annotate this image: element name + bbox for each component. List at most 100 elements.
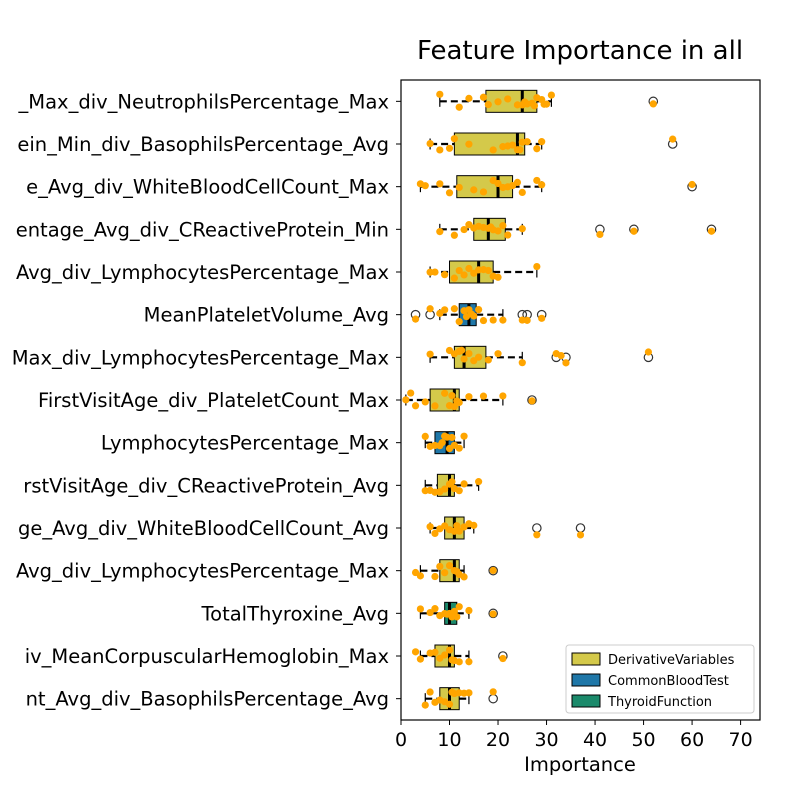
data-point (630, 227, 638, 235)
data-point (523, 138, 531, 146)
data-point (455, 603, 463, 611)
legend-swatch (571, 694, 601, 708)
x-tick-label: 10 (437, 729, 461, 751)
legend-frame (565, 644, 755, 714)
data-point (421, 432, 429, 440)
data-point (504, 231, 512, 239)
data-point (402, 396, 410, 404)
data-point (426, 523, 434, 531)
data-point (441, 569, 449, 577)
data-point (455, 527, 463, 535)
data-point (445, 144, 454, 152)
data-point (528, 397, 536, 405)
data-point (688, 180, 696, 189)
data-point (407, 389, 415, 397)
data-point (596, 230, 604, 239)
data-point (707, 227, 716, 235)
data-point (513, 178, 522, 186)
data-point (448, 392, 456, 400)
data-point (431, 572, 439, 581)
box-2 (416, 175, 697, 199)
data-point (499, 221, 507, 230)
data-point (547, 91, 555, 99)
data-point (576, 531, 585, 539)
data-point (484, 266, 492, 275)
data-point (460, 271, 468, 279)
data-point (421, 398, 429, 406)
data-point (489, 610, 497, 618)
category-label: TotalThyroxine_Avg (201, 602, 389, 625)
data-point (470, 312, 478, 320)
data-point (426, 608, 434, 617)
data-point (518, 225, 526, 233)
data-point (445, 700, 454, 708)
data-point (523, 316, 531, 324)
data-point (533, 262, 541, 271)
category-label: iv_MeanCorpuscularHemoglobin_Max (25, 645, 389, 668)
box-5 (410, 303, 547, 327)
data-point (455, 398, 463, 407)
plot-area (402, 89, 717, 711)
data-point (450, 231, 458, 239)
data-point (475, 305, 483, 314)
box-13 (411, 644, 508, 668)
data-point (441, 306, 449, 314)
data-point (460, 355, 468, 363)
box-3 (436, 217, 717, 241)
data-point (448, 478, 456, 486)
data-point (431, 268, 439, 276)
data-point (479, 93, 488, 101)
box-9 (421, 473, 483, 497)
legend-entry: ThyroidFunction (607, 695, 712, 710)
data-point (508, 141, 517, 149)
data-point (441, 271, 449, 279)
x-tick-label: 30 (534, 729, 558, 751)
data-point (475, 478, 483, 486)
x-tick-label: 0 (395, 729, 407, 751)
data-point (436, 562, 444, 571)
data-point (465, 264, 473, 273)
data-point (465, 94, 473, 102)
data-point (479, 188, 488, 196)
data-point (431, 605, 439, 613)
data-point (494, 350, 502, 358)
data-point (460, 432, 468, 440)
data-point (489, 688, 497, 696)
box-0 (436, 89, 659, 113)
legend-swatch (571, 673, 601, 687)
data-point (436, 146, 444, 154)
category-label: MeanPlateletVolume_Avg (144, 304, 389, 327)
data-point (489, 566, 497, 575)
data-point (436, 180, 444, 188)
data-point (644, 348, 653, 356)
box-6 (426, 345, 654, 369)
category-label: FirstVisitAge_div_PlateletCount_Max (38, 389, 389, 412)
data-point (460, 225, 468, 234)
outlier-marker (488, 565, 498, 576)
data-point (465, 689, 473, 697)
data-point (494, 227, 502, 235)
data-point (455, 444, 463, 452)
data-point (426, 350, 434, 358)
x-tick-label: 60 (680, 729, 704, 751)
data-point (465, 658, 473, 666)
data-point (450, 274, 458, 282)
data-point (426, 305, 434, 313)
box-1 (426, 132, 678, 156)
data-point (416, 655, 425, 663)
data-point (448, 433, 456, 442)
data-point (484, 100, 492, 109)
data-point (479, 316, 488, 325)
data-point (411, 648, 420, 656)
x-axis-label: Importance (524, 753, 636, 776)
data-point (455, 183, 463, 192)
data-point (542, 100, 551, 108)
chart-title: Feature Importance in all (417, 36, 743, 66)
data-point (445, 646, 454, 654)
data-point (470, 521, 478, 529)
data-point (431, 402, 439, 410)
data-point (465, 606, 473, 615)
data-point (450, 402, 458, 411)
data-point (441, 485, 449, 493)
